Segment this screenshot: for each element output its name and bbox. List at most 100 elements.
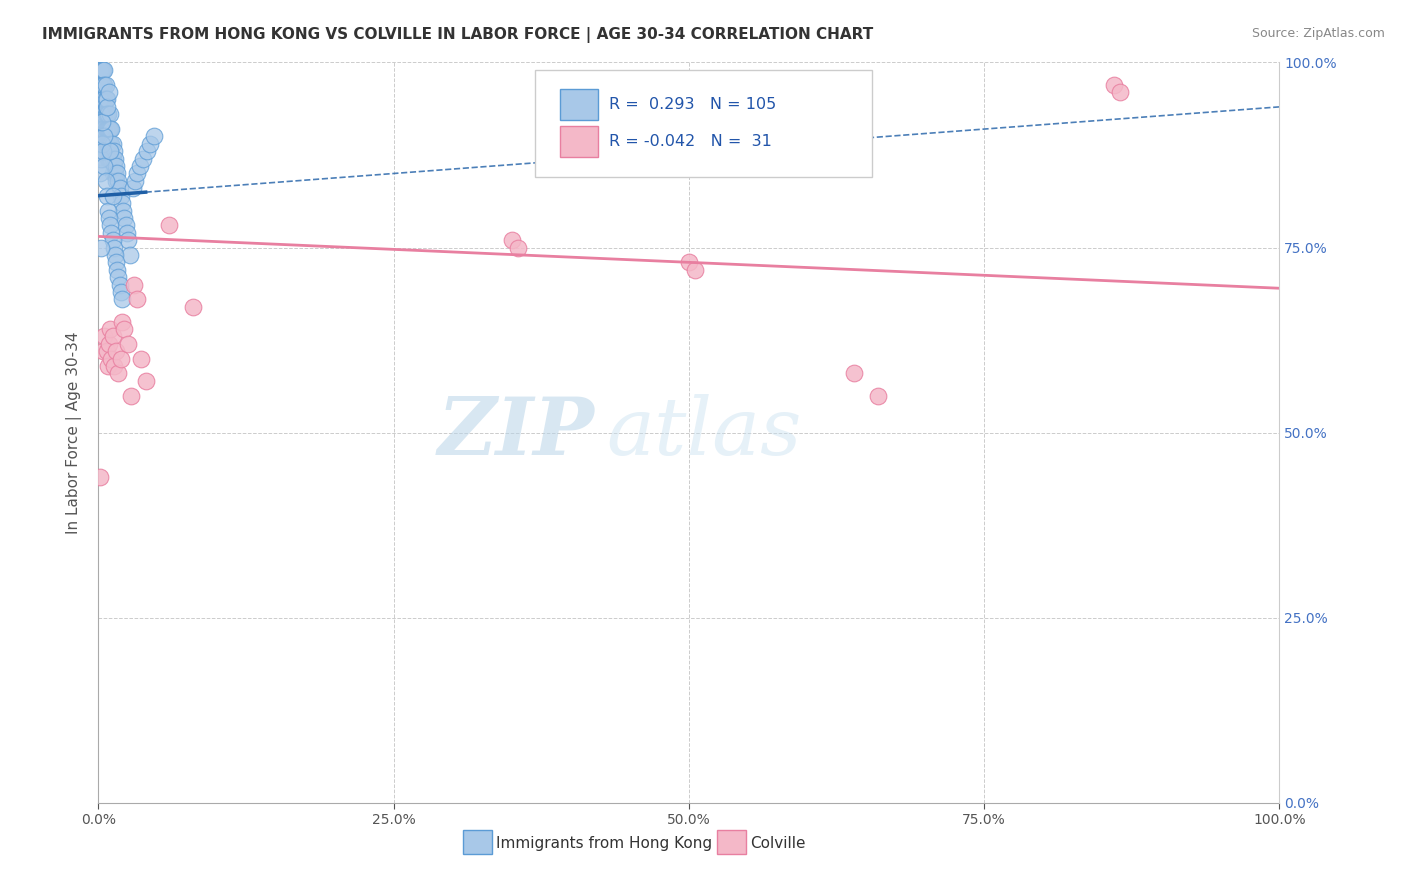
Point [110, 351, 132, 366]
Point [98, 122, 121, 136]
Point [1109, 85, 1132, 99]
Point [93, 136, 115, 151]
Point [94, 107, 117, 121]
Point [90, 92, 112, 106]
Point [181, 300, 204, 314]
Point [501, 233, 523, 247]
Point [91, 62, 114, 77]
Point [506, 240, 529, 255]
Point [96, 122, 118, 136]
Point [135, 145, 157, 159]
Point [96, 107, 118, 121]
Y-axis label: In Labor Force | Age 30-34: In Labor Force | Age 30-34 [66, 331, 83, 534]
FancyBboxPatch shape [464, 830, 492, 854]
Point [96, 344, 118, 359]
Point [93, 329, 115, 343]
Point [129, 351, 152, 366]
Point [104, 248, 127, 262]
Point [90, 152, 112, 166]
Point [96, 100, 118, 114]
Text: Colville: Colville [751, 836, 806, 851]
Point [111, 293, 134, 307]
Point [91, 136, 114, 151]
Point [91, 107, 114, 121]
FancyBboxPatch shape [536, 70, 872, 178]
Point [100, 351, 122, 366]
Point [94, 78, 117, 92]
Point [105, 255, 128, 269]
FancyBboxPatch shape [560, 126, 598, 157]
Point [107, 367, 129, 381]
Point [105, 344, 128, 359]
Point [91, 122, 114, 136]
Point [93, 159, 115, 173]
Point [101, 329, 124, 343]
Point [97, 152, 120, 166]
Point [110, 285, 132, 299]
Point [105, 262, 128, 277]
Point [100, 122, 122, 136]
Point [100, 136, 122, 151]
Point [101, 152, 124, 166]
Text: IMMIGRANTS FROM HONG KONG VS COLVILLE IN LABOR FORCE | AGE 30-34 CORRELATION CHA: IMMIGRANTS FROM HONG KONG VS COLVILLE IN… [42, 27, 873, 43]
Point [98, 322, 121, 336]
Point [120, 248, 142, 262]
Point [93, 107, 115, 121]
Point [98, 107, 121, 121]
Point [93, 122, 115, 136]
Point [115, 226, 138, 240]
Point [112, 203, 135, 218]
Point [117, 233, 139, 247]
Point [122, 277, 145, 292]
Point [90, 107, 112, 121]
Text: Immigrants from Hong Kong: Immigrants from Hong Kong [496, 836, 713, 851]
Point [98, 152, 121, 166]
Point [91, 62, 114, 77]
Point [678, 255, 700, 269]
Point [103, 145, 125, 159]
Point [98, 85, 121, 99]
Point [139, 136, 162, 151]
Text: R = -0.042   N =  31: R = -0.042 N = 31 [609, 134, 772, 149]
Point [101, 188, 124, 202]
Point [98, 136, 121, 151]
Point [142, 129, 165, 144]
Point [98, 152, 121, 166]
Point [93, 78, 115, 92]
Point [101, 136, 124, 151]
Point [89, 92, 111, 106]
Point [91, 107, 114, 121]
Point [93, 62, 115, 77]
Point [683, 262, 706, 277]
Point [104, 166, 127, 180]
Point [91, 136, 114, 151]
Point [91, 122, 114, 136]
Text: ZIP: ZIP [437, 394, 595, 471]
Point [93, 129, 115, 144]
Point [112, 322, 135, 336]
Point [124, 174, 146, 188]
Point [97, 359, 120, 373]
Point [91, 78, 114, 92]
Point [107, 174, 129, 188]
Point [90, 62, 112, 77]
Point [101, 233, 124, 247]
Point [90, 78, 112, 92]
Point [97, 203, 120, 218]
Point [114, 219, 136, 233]
Point [108, 277, 131, 292]
Point [121, 181, 143, 195]
Point [97, 122, 120, 136]
Point [110, 188, 132, 202]
Point [96, 92, 118, 106]
Point [117, 336, 139, 351]
Point [96, 188, 118, 202]
Point [98, 336, 121, 351]
Point [91, 78, 114, 92]
Point [97, 136, 120, 151]
Point [844, 367, 866, 381]
Point [89, 62, 111, 77]
Point [101, 166, 124, 180]
Point [96, 136, 118, 151]
FancyBboxPatch shape [717, 830, 745, 854]
